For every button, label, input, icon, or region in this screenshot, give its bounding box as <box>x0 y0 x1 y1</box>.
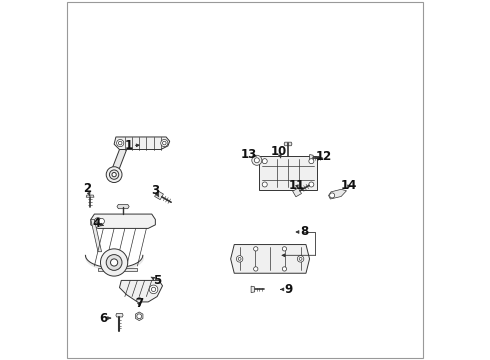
Circle shape <box>161 139 168 147</box>
Text: 11: 11 <box>289 179 305 192</box>
Circle shape <box>309 182 314 187</box>
Circle shape <box>262 182 267 187</box>
Text: 3: 3 <box>151 184 159 197</box>
Circle shape <box>137 314 142 319</box>
Circle shape <box>111 259 118 266</box>
Circle shape <box>109 170 119 179</box>
Text: 1: 1 <box>124 139 132 152</box>
Circle shape <box>163 141 166 145</box>
Polygon shape <box>111 149 126 173</box>
Circle shape <box>254 247 258 251</box>
Text: 13: 13 <box>241 148 257 161</box>
Circle shape <box>117 139 124 147</box>
Text: 6: 6 <box>99 311 107 325</box>
Text: 10: 10 <box>271 145 287 158</box>
Text: 4: 4 <box>92 216 100 230</box>
Polygon shape <box>284 142 292 146</box>
Circle shape <box>137 298 142 303</box>
Polygon shape <box>86 195 94 197</box>
Circle shape <box>282 267 287 271</box>
Circle shape <box>119 141 122 145</box>
Circle shape <box>151 287 156 292</box>
Polygon shape <box>259 156 317 190</box>
Circle shape <box>96 220 100 223</box>
Circle shape <box>98 219 104 224</box>
Polygon shape <box>120 280 163 302</box>
Polygon shape <box>310 154 313 161</box>
Polygon shape <box>116 314 123 317</box>
Text: 2: 2 <box>83 183 91 195</box>
Circle shape <box>112 172 116 177</box>
Circle shape <box>149 285 158 294</box>
Circle shape <box>106 167 122 183</box>
Circle shape <box>297 256 304 262</box>
Circle shape <box>254 158 259 163</box>
Circle shape <box>309 159 314 164</box>
Text: 5: 5 <box>153 274 161 287</box>
Circle shape <box>282 247 287 251</box>
Circle shape <box>254 267 258 271</box>
Polygon shape <box>251 286 255 293</box>
Circle shape <box>330 193 335 198</box>
Text: 14: 14 <box>341 179 357 192</box>
Circle shape <box>262 159 267 164</box>
Polygon shape <box>91 220 101 252</box>
Polygon shape <box>98 268 137 271</box>
Circle shape <box>252 155 262 165</box>
Circle shape <box>100 249 128 276</box>
Polygon shape <box>117 204 129 209</box>
Circle shape <box>106 255 122 270</box>
Circle shape <box>238 257 241 260</box>
Polygon shape <box>231 244 310 273</box>
Text: 12: 12 <box>316 150 332 163</box>
Text: 8: 8 <box>300 225 308 238</box>
Polygon shape <box>114 137 170 149</box>
Polygon shape <box>155 191 164 200</box>
Circle shape <box>95 218 101 225</box>
Polygon shape <box>135 312 143 320</box>
Polygon shape <box>293 188 301 197</box>
Polygon shape <box>91 214 155 228</box>
Text: 7: 7 <box>135 297 143 310</box>
Circle shape <box>236 256 243 262</box>
Text: 9: 9 <box>284 283 292 296</box>
Polygon shape <box>329 189 346 199</box>
Circle shape <box>299 257 302 260</box>
